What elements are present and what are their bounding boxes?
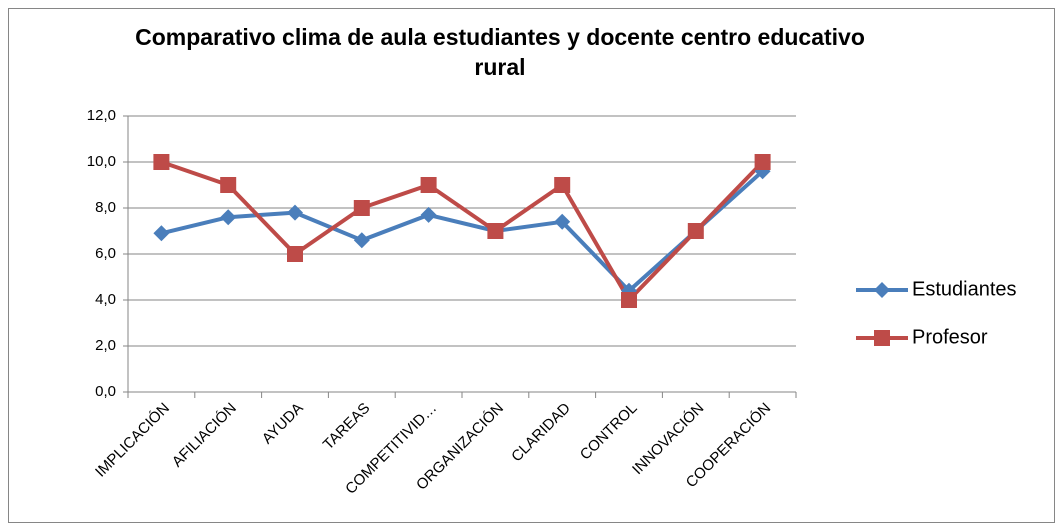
data-point (420, 206, 437, 223)
data-point (754, 154, 771, 170)
data-point (220, 209, 237, 226)
data-point (220, 177, 237, 193)
chart-border (8, 8, 1055, 523)
y-tick-label: 4,0 (95, 291, 116, 308)
chart-title: Comparativo clima de aula estudiantes y … (135, 24, 865, 80)
data-point (621, 292, 637, 308)
data-point (420, 177, 437, 193)
y-tick-label: 8,0 (95, 199, 116, 216)
y-tick-label: 6,0 (95, 245, 116, 262)
series-line (160, 169, 764, 293)
data-point (287, 246, 303, 262)
legend-label: Estudiantes (912, 278, 1017, 300)
y-tick-label: 10,0 (87, 153, 116, 170)
data-point (487, 223, 504, 239)
data-point (153, 225, 170, 242)
legend-marker (874, 282, 890, 298)
legend-marker (874, 330, 890, 346)
data-point (353, 200, 370, 216)
y-tick-label: 0,0 (95, 383, 116, 400)
data-point (153, 154, 170, 170)
data-point (554, 177, 571, 193)
data-point (353, 232, 370, 249)
y-tick-label: 2,0 (95, 337, 116, 354)
legend-label: Profesor (912, 326, 988, 348)
data-point (287, 204, 303, 221)
data-point (554, 213, 571, 230)
series-line (160, 160, 765, 302)
data-point (687, 223, 704, 239)
y-tick-label: 12,0 (87, 107, 116, 124)
